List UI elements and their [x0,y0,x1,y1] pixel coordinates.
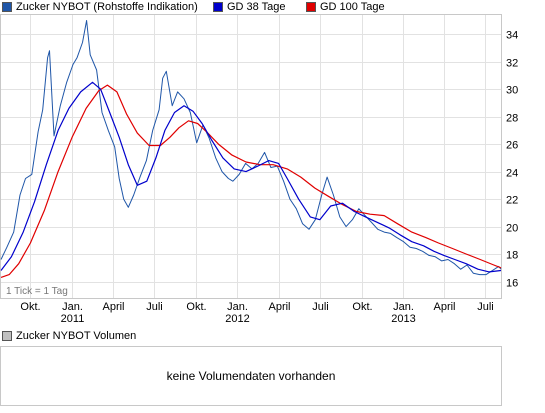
y-tick-label: 24 [506,168,518,180]
legend-item-gd38: GD 38 Tage [213,1,286,13]
x-tick-year-label: 2011 [61,313,85,325]
y-tick-label: 32 [506,58,518,70]
series-line-price [0,20,502,276]
y-tick-label: 34 [506,30,518,42]
legend-swatch-price [2,2,12,12]
legend-label-gd100: GD 100 Tage [320,1,385,13]
x-tick-label: Okt. [20,301,40,313]
legend-item-price: Zucker NYBOT (Rohstoffe Indikation) [2,1,198,13]
volume-legend: Zucker NYBOT Volumen [2,330,136,342]
y-tick-label: 16 [506,278,518,290]
series-line-gd38 [0,81,502,273]
grid-lines [1,15,501,298]
x-tick-label: Okt. [186,301,206,313]
y-tick-label: 18 [506,250,518,262]
y-tick-label: 22 [506,195,518,207]
x-tick-label: April [268,301,290,313]
volume-legend-label: Zucker NYBOT Volumen [16,330,137,342]
volume-empty-message: keine Volumendaten vorhanden [166,369,336,383]
x-tick-label: Juli [477,301,494,313]
x-tick-label: April [102,301,124,313]
tick-note: 1 Tick = 1 Tag [6,286,68,297]
series-line-gd100 [0,84,502,278]
legend-item-gd100: GD 100 Tage [306,1,385,13]
x-tick-label: Jan. [62,301,83,313]
x-tick-year-label: 2013 [391,313,415,325]
series-lines [0,20,502,278]
x-tick-label: Okt. [352,301,372,313]
x-tick-label: Jan. [227,301,248,313]
plot-area [0,14,502,299]
x-tick-label: Juli [312,301,329,313]
y-tick-label: 30 [506,85,518,97]
legend-swatch-gd38 [213,2,223,12]
y-tick-label: 28 [506,113,518,125]
x-tick-label: Jan. [393,301,414,313]
x-tick-label: Juli [146,301,163,313]
y-tick-label: 20 [506,223,518,235]
legend-swatch-gd100 [306,2,316,12]
y-tick-label: 26 [506,140,518,152]
volume-panel: keine Volumendaten vorhanden [0,346,502,406]
x-tick-label: April [433,301,455,313]
volume-legend-swatch [2,331,12,341]
x-tick-year-label: 2012 [225,313,249,325]
legend-label-price: Zucker NYBOT (Rohstoffe Indikation) [16,1,198,13]
legend-label-gd38: GD 38 Tage [227,1,286,13]
chart-legend: Zucker NYBOT (Rohstoffe Indikation) GD 3… [0,0,545,14]
